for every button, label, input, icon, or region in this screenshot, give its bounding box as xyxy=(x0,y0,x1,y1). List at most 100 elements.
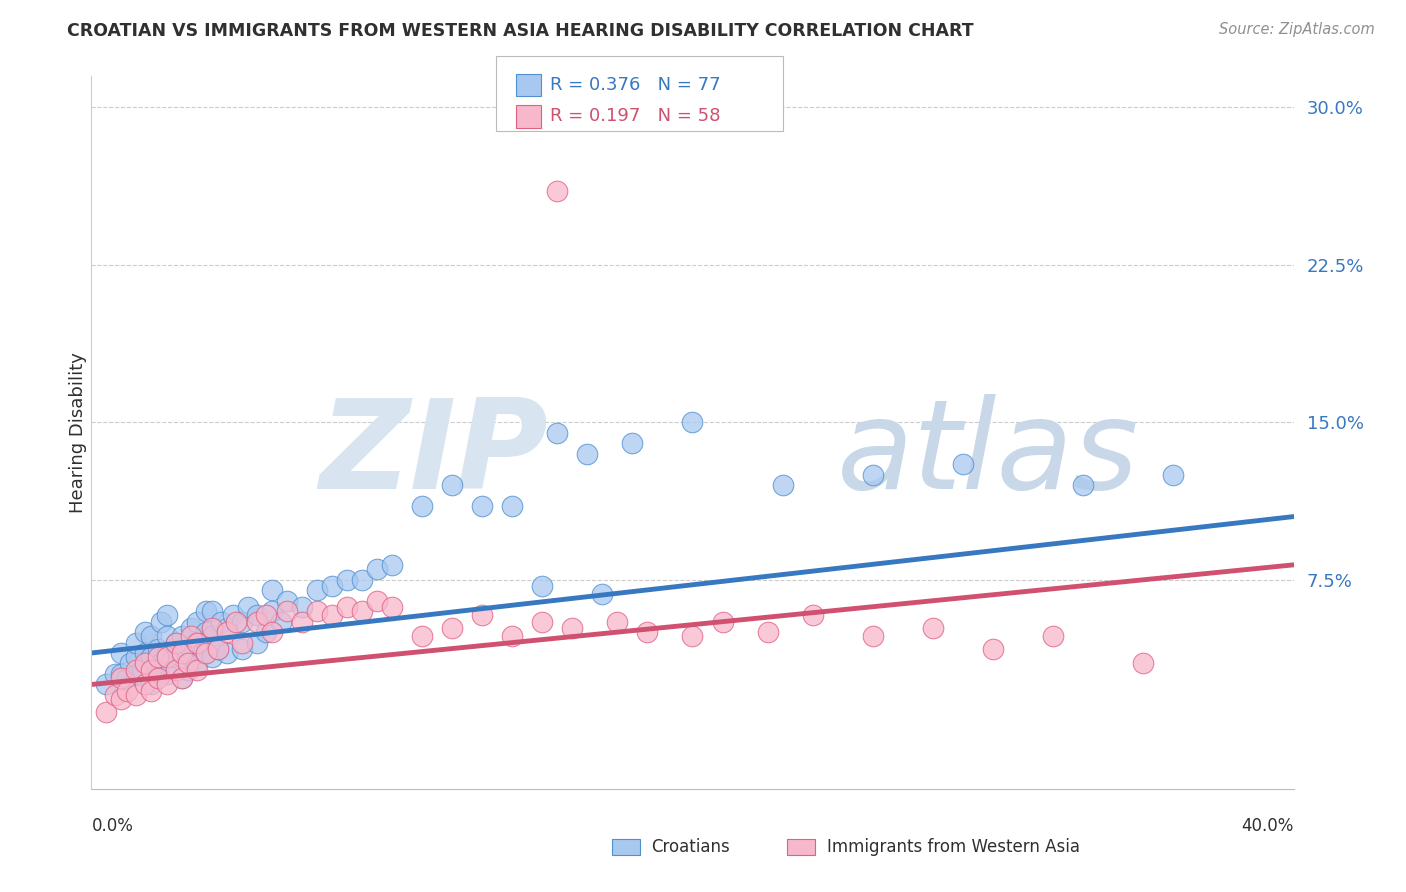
Point xyxy=(305,604,328,618)
Point xyxy=(125,688,148,702)
Point xyxy=(981,641,1004,656)
Point xyxy=(531,615,554,629)
Text: R = 0.376   N = 77: R = 0.376 N = 77 xyxy=(550,76,720,94)
Point xyxy=(141,677,163,691)
Point xyxy=(146,641,169,656)
Point xyxy=(471,499,494,513)
Point xyxy=(246,608,269,623)
Point xyxy=(231,641,253,656)
Text: CROATIAN VS IMMIGRANTS FROM WESTERN ASIA HEARING DISABILITY CORRELATION CHART: CROATIAN VS IMMIGRANTS FROM WESTERN ASIA… xyxy=(67,22,974,40)
Point xyxy=(862,467,884,482)
Point xyxy=(186,635,208,649)
Point xyxy=(180,629,202,643)
Point xyxy=(1132,657,1154,671)
Point xyxy=(146,650,169,665)
Point xyxy=(170,671,193,685)
Point xyxy=(170,671,193,685)
Point xyxy=(756,625,779,640)
Point xyxy=(134,657,156,671)
Point xyxy=(254,625,277,640)
Point xyxy=(155,667,177,681)
Point xyxy=(440,621,463,635)
Point xyxy=(125,663,148,677)
Point xyxy=(155,608,177,623)
Point xyxy=(176,663,198,677)
Point xyxy=(862,629,884,643)
Point xyxy=(350,604,373,618)
Text: Immigrants from Western Asia: Immigrants from Western Asia xyxy=(827,838,1080,856)
Point xyxy=(501,499,523,513)
Point xyxy=(531,579,554,593)
Point xyxy=(215,625,238,640)
Point xyxy=(96,677,118,691)
Point xyxy=(215,646,238,660)
Point xyxy=(155,646,177,660)
Point xyxy=(952,457,974,471)
Point xyxy=(236,599,259,614)
Point xyxy=(270,615,292,629)
Point xyxy=(155,650,177,665)
Point xyxy=(141,629,163,643)
Point xyxy=(254,608,277,623)
Text: ZIP: ZIP xyxy=(319,393,548,515)
Point xyxy=(231,615,253,629)
Point xyxy=(155,629,177,643)
Point xyxy=(191,646,214,660)
Point xyxy=(1071,478,1094,492)
Y-axis label: Hearing Disability: Hearing Disability xyxy=(69,352,87,513)
Point xyxy=(131,663,153,677)
Point xyxy=(146,671,169,685)
Point xyxy=(260,582,283,597)
Point xyxy=(194,604,217,618)
Point xyxy=(125,667,148,681)
Point xyxy=(546,184,568,198)
Text: Croatians: Croatians xyxy=(651,838,730,856)
Point xyxy=(1161,467,1184,482)
Point xyxy=(381,599,404,614)
Point xyxy=(165,635,187,649)
Point xyxy=(125,635,148,649)
Point xyxy=(922,621,945,635)
Point xyxy=(1042,629,1064,643)
Point xyxy=(141,663,163,677)
Point xyxy=(221,608,243,623)
Point xyxy=(591,587,613,601)
Point xyxy=(621,436,644,450)
Point xyxy=(146,663,169,677)
Point xyxy=(260,625,283,640)
Point xyxy=(471,608,494,623)
Point xyxy=(165,635,187,649)
Text: Source: ZipAtlas.com: Source: ZipAtlas.com xyxy=(1219,22,1375,37)
Point xyxy=(134,646,156,660)
Point xyxy=(606,615,628,629)
Point xyxy=(110,646,132,660)
Point xyxy=(186,657,208,671)
Text: 0.0%: 0.0% xyxy=(91,817,134,835)
Point xyxy=(176,657,198,671)
Point xyxy=(120,657,142,671)
Point xyxy=(711,615,734,629)
Point xyxy=(110,692,132,706)
Point xyxy=(125,650,148,665)
Point xyxy=(96,705,118,719)
Point xyxy=(411,499,433,513)
Point xyxy=(170,650,193,665)
Point xyxy=(117,683,139,698)
Point xyxy=(162,650,184,665)
Point xyxy=(110,671,132,685)
Point xyxy=(291,615,314,629)
Point xyxy=(546,425,568,440)
Point xyxy=(201,629,224,643)
Point xyxy=(170,629,193,643)
Point xyxy=(141,650,163,665)
Point xyxy=(336,573,359,587)
Point xyxy=(260,604,283,618)
Point xyxy=(576,447,599,461)
Point xyxy=(165,663,187,677)
Point xyxy=(231,635,253,649)
Point xyxy=(207,641,229,656)
Text: atlas: atlas xyxy=(837,393,1139,515)
Point xyxy=(155,677,177,691)
Point xyxy=(104,688,127,702)
Point xyxy=(201,650,224,665)
